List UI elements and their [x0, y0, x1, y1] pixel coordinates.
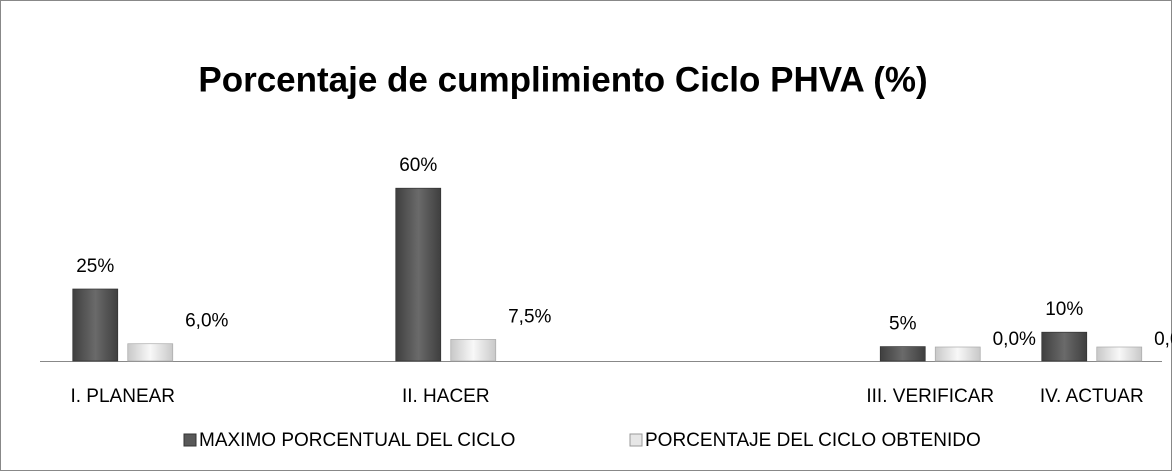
data-label: 7,5%	[508, 306, 551, 327]
x-tick-label: IV. ACTUAR	[1040, 386, 1144, 407]
x-tick-label: III. VERIFICAR	[866, 386, 994, 407]
legend-swatch	[183, 433, 197, 447]
legend-label: MAXIMO PORCENTUAL DEL CICLO	[199, 430, 515, 451]
data-label: 0,0%	[993, 329, 1036, 350]
bar	[1041, 331, 1088, 362]
bar	[395, 187, 442, 362]
data-label: 5%	[889, 314, 917, 335]
data-label: 10%	[1045, 299, 1083, 320]
x-tick-label: I. PLANEAR	[70, 386, 175, 407]
data-label: 25%	[76, 256, 114, 277]
legend-swatch	[629, 433, 643, 447]
bar	[879, 346, 926, 362]
bar	[127, 343, 174, 362]
bar	[72, 288, 119, 362]
bar	[1096, 346, 1143, 362]
bar	[450, 339, 497, 362]
chart-title: Porcentaje de cumplimiento Ciclo PHVA (%…	[198, 60, 927, 99]
data-label: 60%	[399, 155, 437, 176]
bar	[934, 346, 981, 362]
legend-label: PORCENTAJE DEL CICLO OBTENIDO	[645, 430, 981, 451]
x-tick-label: II. HACER	[402, 386, 490, 407]
data-label: 6,0%	[185, 311, 228, 332]
data-label: 0,0%	[1154, 329, 1172, 350]
